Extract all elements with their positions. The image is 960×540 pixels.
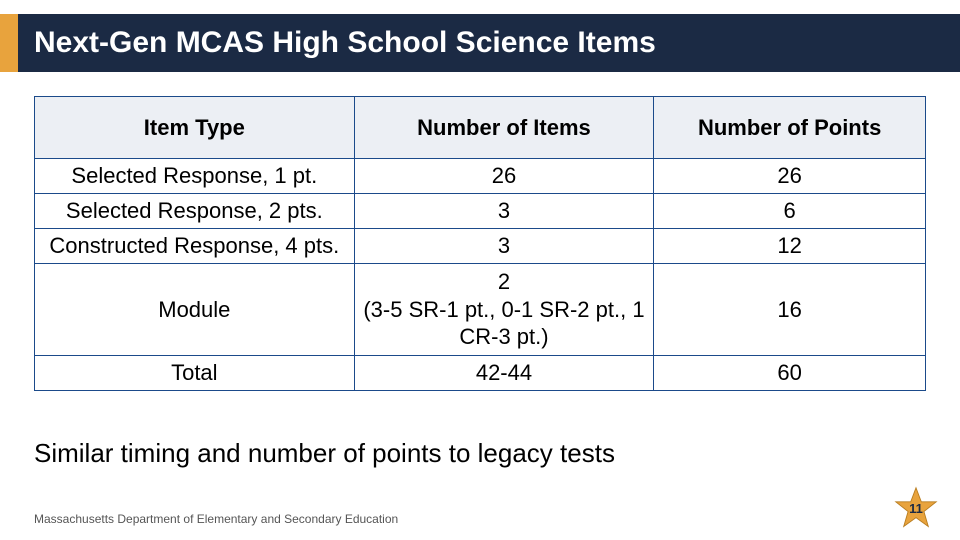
timing-note: Similar timing and number of points to l… xyxy=(34,438,615,469)
cell-item-type: Selected Response, 2 pts. xyxy=(35,194,355,229)
cell-items: 3 xyxy=(354,229,654,264)
table-row: Selected Response, 2 pts. 3 6 xyxy=(35,194,926,229)
cell-items: 3 xyxy=(354,194,654,229)
title-accent xyxy=(0,14,18,72)
cell-points: 6 xyxy=(654,194,926,229)
table-row: Selected Response, 1 pt. 26 26 xyxy=(35,159,926,194)
cell-total-items: 42-44 xyxy=(354,356,654,391)
cell-item-type: Selected Response, 1 pt. xyxy=(35,159,355,194)
cell-points: 12 xyxy=(654,229,926,264)
cell-item-type: Module xyxy=(35,264,355,356)
cell-total-label: Total xyxy=(35,356,355,391)
items-table: Item Type Number of Items Number of Poin… xyxy=(34,96,926,391)
table-header: Number of Points xyxy=(654,97,926,159)
table-row: Module 2 (3-5 SR-1 pt., 0-1 SR-2 pt., 1 … xyxy=(35,264,926,356)
table-header: Number of Items xyxy=(354,97,654,159)
cell-item-type: Constructed Response, 4 pts. xyxy=(35,229,355,264)
table-header: Item Type xyxy=(35,97,355,159)
footer-text: Massachusetts Department of Elementary a… xyxy=(34,512,398,526)
cell-items: 2 (3-5 SR-1 pt., 0-1 SR-2 pt., 1 CR-3 pt… xyxy=(354,264,654,356)
table-total-row: Total 42-44 60 xyxy=(35,356,926,391)
cell-points: 26 xyxy=(654,159,926,194)
page-title: Next-Gen MCAS High School Science Items xyxy=(34,14,656,72)
cell-total-points: 60 xyxy=(654,356,926,391)
table-row: Constructed Response, 4 pts. 3 12 xyxy=(35,229,926,264)
cell-items: 26 xyxy=(354,159,654,194)
cell-points: 16 xyxy=(654,264,926,356)
page-number-badge: 11 xyxy=(894,486,938,530)
page-number: 11 xyxy=(894,486,938,530)
